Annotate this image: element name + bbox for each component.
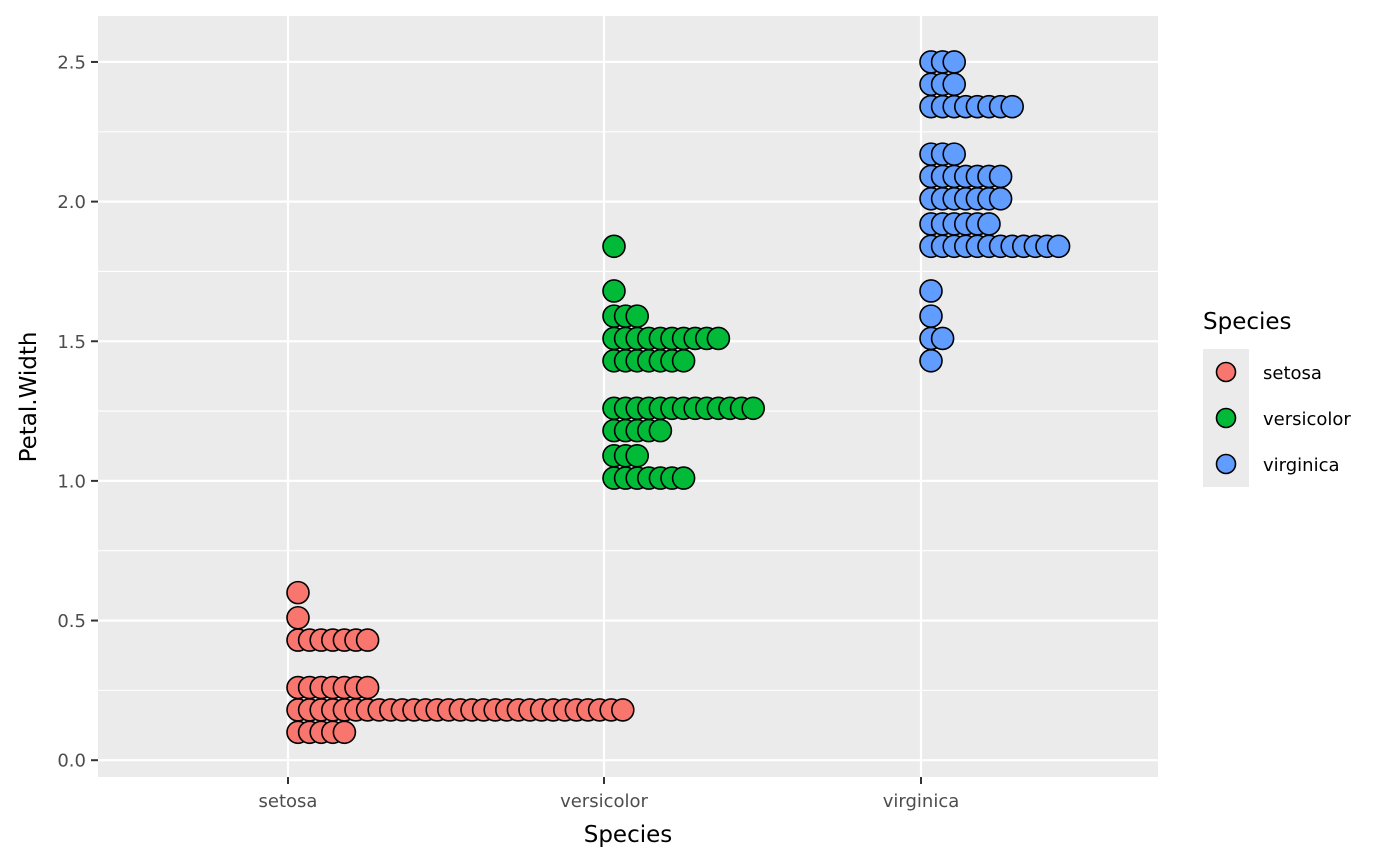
data-point-setosa [355,675,380,700]
legend-label-versicolor: versicolor [1263,409,1351,430]
data-point-versicolor [741,396,766,421]
data-points [286,50,1071,745]
data-point-virginica [988,187,1013,211]
x-tick-label: setosa [259,791,318,812]
data-point-virginica [919,349,943,373]
data-point-versicolor [671,349,696,373]
data-point-versicolor [706,326,731,351]
data-point-setosa [286,580,310,605]
y-tick-label: 0.0 [57,751,86,772]
data-point-versicolor [648,418,673,443]
data-point-virginica [942,72,967,97]
data-point-virginica [942,50,967,74]
x-axis-title: Species [584,822,673,848]
legend-key-versicolor [1215,407,1237,429]
x-tick-label: versicolor [560,791,648,812]
data-point-virginica [930,326,955,351]
data-point-virginica [942,142,967,166]
data-point-setosa [286,605,310,630]
legend: Species setosa versicolor virginica [1203,309,1351,487]
y-tick-label: 1.0 [57,471,86,492]
data-point-versicolor [625,304,650,328]
data-point-setosa [610,698,635,722]
y-axis-title: Petal.Width [16,332,42,463]
data-point-virginica [1000,94,1025,119]
data-point-versicolor [602,234,626,259]
y-tick-label: 1.5 [57,332,86,353]
data-point-setosa [355,628,380,652]
axes: 0.0 0.5 1.0 1.5 2.0 2.5 setosa versicolor virgin… [57,52,959,812]
data-point-virginica [977,212,1001,236]
legend-key-setosa [1215,361,1237,383]
y-tick-label: 0.5 [57,611,86,632]
data-point-versicolor [602,279,626,303]
data-point-virginica [919,304,943,328]
data-point-virginica [988,164,1013,189]
data-point-setosa [332,720,357,745]
x-tick-label: virginica [883,791,960,812]
plot-panel [98,16,1158,777]
data-point-versicolor [671,466,696,490]
panel-background [98,16,1158,777]
data-point-virginica [1046,234,1071,259]
legend-key-virginica [1215,453,1237,475]
legend-title: Species [1203,309,1292,335]
legend-label-virginica: virginica [1263,455,1340,476]
y-tick-label: 2.5 [57,52,86,73]
data-point-versicolor [625,443,650,468]
y-tick-label: 2.0 [57,192,86,213]
legend-label-setosa: setosa [1263,363,1322,384]
data-point-virginica [919,279,943,303]
